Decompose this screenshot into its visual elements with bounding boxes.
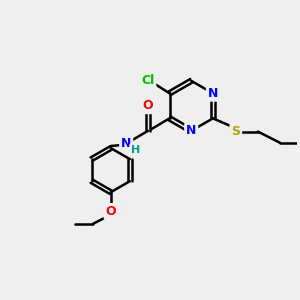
Text: H: H [131,145,140,155]
Text: O: O [142,99,153,112]
Text: N: N [208,87,218,100]
Text: N: N [121,137,131,150]
Text: O: O [105,205,116,218]
Text: Cl: Cl [141,74,154,87]
Text: N: N [186,124,196,137]
Text: S: S [231,125,240,138]
